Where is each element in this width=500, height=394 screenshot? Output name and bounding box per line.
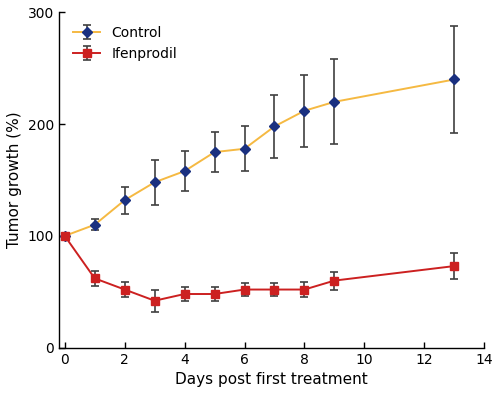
Legend: Control, Ifenprodil: Control, Ifenprodil <box>66 19 184 68</box>
X-axis label: Days post first treatment: Days post first treatment <box>175 372 368 387</box>
Y-axis label: Tumor growth (%): Tumor growth (%) <box>7 112 22 248</box>
